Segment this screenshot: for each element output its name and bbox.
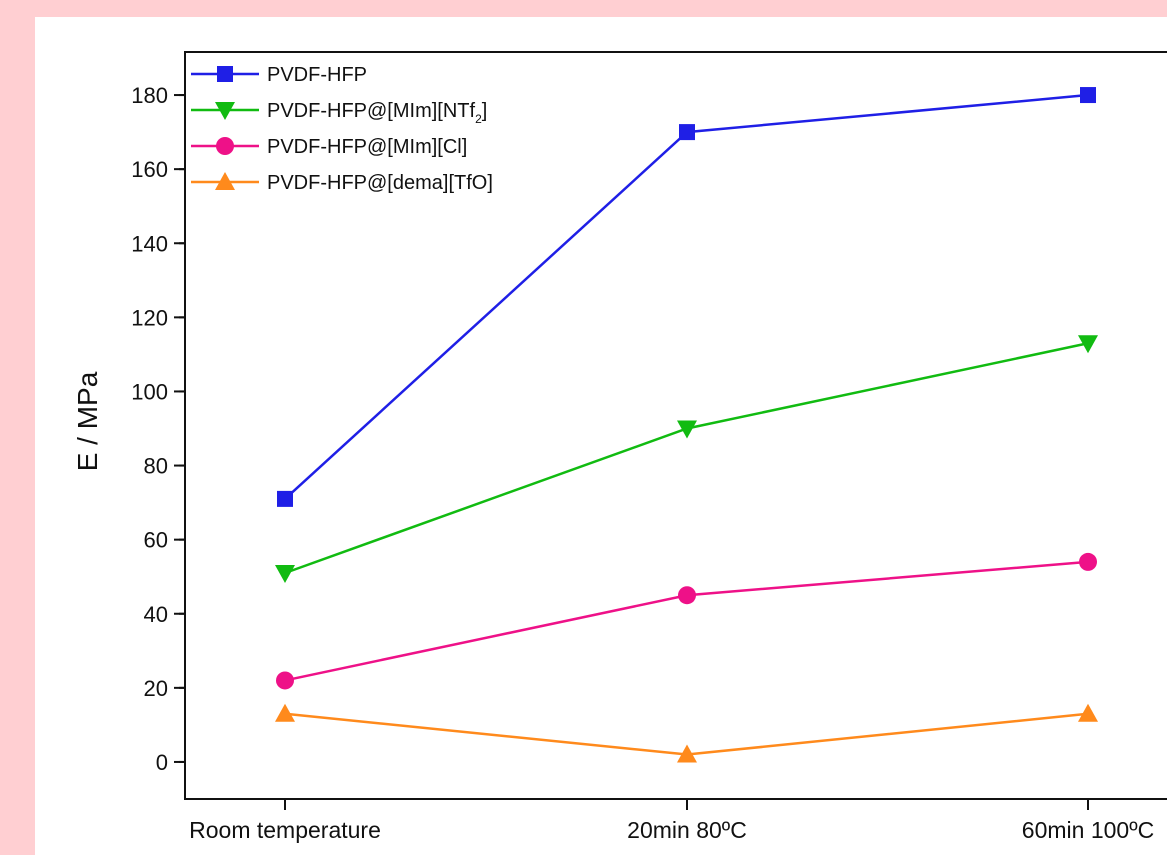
data-point	[677, 420, 697, 439]
legend-entry: PVDF-HFP	[191, 64, 367, 86]
data-point	[277, 490, 293, 507]
legend-entry: PVDF-HFP@[MIm][NTf2]	[191, 100, 487, 126]
data-point	[677, 744, 697, 763]
y-tick-label: 60	[144, 528, 168, 553]
y-tick-label: 20	[144, 676, 168, 701]
line-chart: 0 20 40 60 80 100 120 140 160 180 Room temperatur…	[72, 51, 1167, 843]
data-point	[276, 671, 294, 690]
legend-entry: PVDF-HFP@[MIm][Cl]	[191, 136, 467, 158]
legend-marker	[215, 102, 235, 120]
legend-marker	[215, 172, 235, 190]
legend-label: PVDF-HFP@[MIm][Cl]	[267, 136, 467, 158]
y-tick-label: 160	[131, 157, 168, 182]
data-point	[678, 586, 696, 605]
y-tick-label: 140	[131, 231, 168, 256]
data-point	[1078, 703, 1098, 722]
data-point	[1080, 87, 1096, 104]
data-point	[1078, 335, 1098, 354]
y-axis-title: E / MPa	[72, 371, 103, 471]
y-tick-label: 120	[131, 305, 168, 330]
data-point	[1079, 552, 1097, 571]
x-category-label: 60min 100ºC	[1022, 817, 1154, 843]
legend-marker	[217, 66, 233, 82]
y-tick-label: 0	[156, 750, 168, 775]
series-triangle-up	[275, 703, 1098, 763]
series-triangle-down	[275, 335, 1098, 583]
legend-marker	[216, 137, 234, 155]
legend-label: PVDF-HFP@[dema][TfO]	[267, 172, 493, 194]
series-circle	[276, 552, 1097, 690]
x-category-label: 20min 80ºC	[627, 817, 747, 843]
y-tick-label: 180	[131, 83, 168, 108]
legend-label: PVDF-HFP@[MIm][NTf2]	[267, 100, 487, 126]
data-point	[679, 124, 695, 141]
y-tick-label: 100	[131, 379, 168, 404]
series-square	[277, 87, 1096, 507]
legend-entry: PVDF-HFP@[dema][TfO]	[191, 172, 493, 194]
legend-label: PVDF-HFP	[267, 64, 367, 86]
plot-frame	[184, 51, 1167, 800]
y-tick-label: 40	[144, 602, 168, 627]
series-line	[284, 560, 1089, 682]
chart-panel: 0 20 40 60 80 100 120 140 160 180 Room temperatur…	[35, 17, 1167, 855]
y-tick-label: 80	[144, 454, 168, 479]
x-category-label: Room temperature	[189, 817, 381, 843]
data-point	[275, 703, 295, 722]
series-line	[284, 342, 1089, 575]
data-point	[275, 564, 295, 583]
